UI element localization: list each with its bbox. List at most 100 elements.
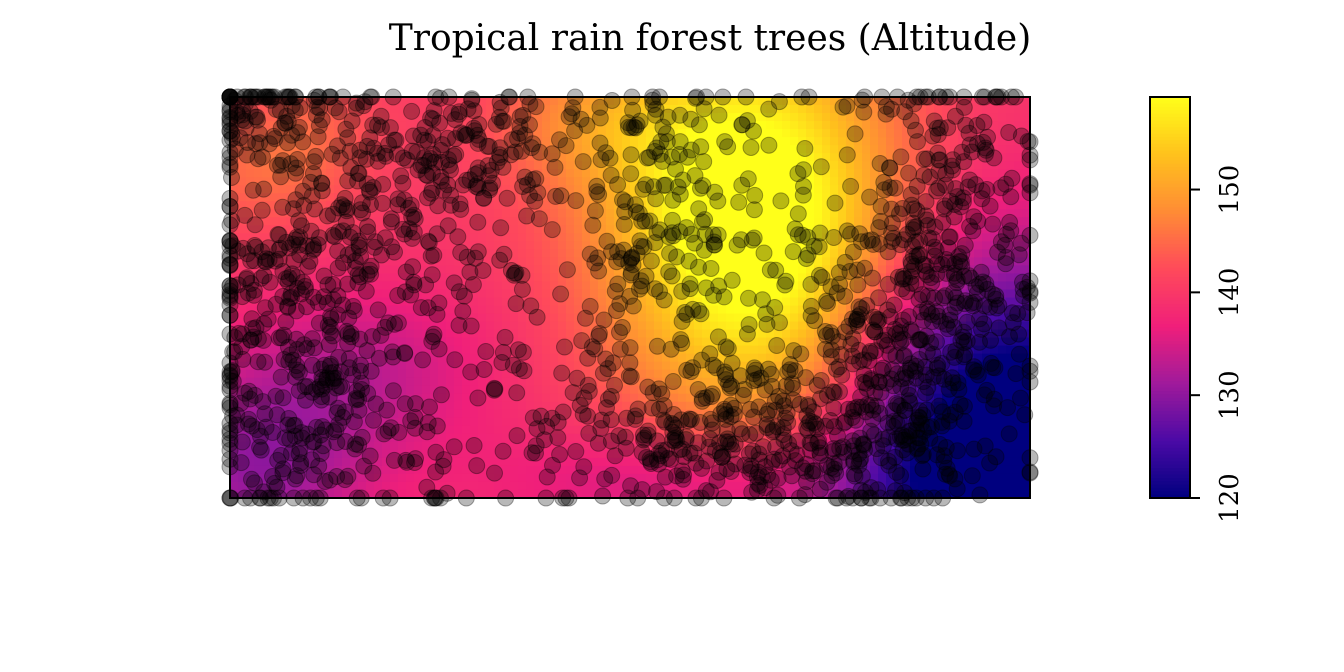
heatmap-cell (310, 377, 319, 387)
heatmap-cell (590, 201, 599, 210)
heatmap-cell (662, 273, 671, 283)
heatmap-cell (662, 417, 671, 427)
heatmap-cell (606, 401, 615, 411)
heatmap-cell (622, 465, 631, 475)
heatmap-cell (782, 385, 791, 395)
heatmap-cell (334, 457, 343, 467)
heatmap-cell (534, 457, 543, 467)
heatmap-cell (958, 273, 967, 283)
heatmap-cell (366, 233, 375, 242)
heatmap-cell (294, 193, 303, 202)
heatmap-cell (606, 97, 615, 106)
heatmap-cell (614, 161, 623, 170)
heatmap-cell (254, 465, 263, 475)
heatmap-cell (518, 417, 527, 427)
heatmap-cell (326, 201, 335, 210)
heatmap-cell (542, 185, 551, 194)
heatmap-cell (934, 393, 943, 403)
heatmap-cell (510, 257, 519, 267)
heatmap-cell (950, 449, 959, 459)
heatmap-cell (334, 345, 343, 355)
heatmap-cell (270, 481, 279, 491)
heatmap-cell (870, 297, 879, 307)
heatmap-cell (702, 473, 711, 483)
heatmap-cell (246, 137, 255, 146)
heatmap-cell (342, 473, 351, 483)
heatmap-cell (998, 297, 1007, 307)
heatmap-cell (854, 105, 863, 114)
heatmap-cell (502, 97, 511, 106)
heatmap-cell (254, 233, 263, 242)
heatmap-cell (1006, 185, 1015, 194)
heatmap-cell (262, 369, 271, 379)
heatmap-cell (822, 201, 831, 210)
heatmap-cell (926, 417, 935, 427)
heatmap-cell (494, 121, 503, 130)
heatmap-cell (830, 369, 839, 379)
heatmap-cell (278, 305, 287, 315)
heatmap-cell (542, 425, 551, 435)
heatmap-cell (910, 193, 919, 202)
heatmap-cell (894, 153, 903, 162)
heatmap-cell (702, 369, 711, 379)
heatmap-cell (542, 473, 551, 483)
heatmap-cell (510, 129, 519, 138)
heatmap-cell (758, 177, 767, 186)
heatmap-cell (526, 193, 535, 202)
heatmap-cell (294, 217, 303, 226)
heatmap-cell (854, 361, 863, 371)
heatmap-cell (790, 401, 799, 411)
heatmap-cell (478, 281, 487, 291)
heatmap-cell (270, 209, 279, 218)
heatmap-cell (262, 353, 271, 363)
heatmap-cell (862, 481, 871, 491)
heatmap-cell (998, 433, 1007, 443)
heatmap-cell (230, 121, 239, 130)
heatmap-cell (406, 441, 415, 451)
heatmap-cell (990, 233, 999, 242)
heatmap-cell (966, 321, 975, 331)
heatmap-cell (238, 393, 247, 403)
heatmap-cell (774, 265, 783, 275)
heatmap-cell (670, 273, 679, 283)
heatmap-cell (582, 217, 591, 226)
heatmap-cell (982, 169, 991, 178)
heatmap-cell (510, 449, 519, 459)
heatmap-cell (782, 353, 791, 363)
heatmap-cell (686, 121, 695, 130)
heatmap-cell (238, 417, 247, 427)
heatmap-cell (254, 401, 263, 411)
heatmap-cell (902, 273, 911, 283)
heatmap-cell (262, 273, 271, 283)
heatmap-cell (230, 385, 239, 395)
heatmap-cell (614, 137, 623, 146)
heatmap-cell (494, 289, 503, 299)
heatmap-cell (254, 489, 263, 499)
heatmap-cell (990, 281, 999, 291)
heatmap-cell (838, 137, 847, 146)
heatmap-cell (742, 321, 751, 331)
heatmap-cell (454, 201, 463, 210)
heatmap-cell (878, 313, 887, 323)
heatmap-cell (502, 201, 511, 210)
heatmap-cell (758, 121, 767, 130)
heatmap-cell (446, 185, 455, 194)
heatmap-cell (510, 161, 519, 170)
heatmap-cell (574, 145, 583, 154)
heatmap-cell (774, 441, 783, 451)
heatmap-cell (326, 329, 335, 339)
heatmap-cell (942, 361, 951, 371)
heatmap-cell (494, 329, 503, 339)
heatmap-cell (830, 321, 839, 331)
heatmap-cell (574, 305, 583, 315)
heatmap-cell (638, 465, 647, 475)
heatmap-cell (366, 481, 375, 491)
heatmap-cell (606, 489, 615, 499)
heatmap-cell (950, 273, 959, 283)
heatmap-cell (910, 369, 919, 379)
heatmap-cell (398, 113, 407, 122)
heatmap-cell (694, 369, 703, 379)
heatmap-cell (694, 297, 703, 307)
heatmap-cell (534, 321, 543, 331)
heatmap-cell (374, 457, 383, 467)
